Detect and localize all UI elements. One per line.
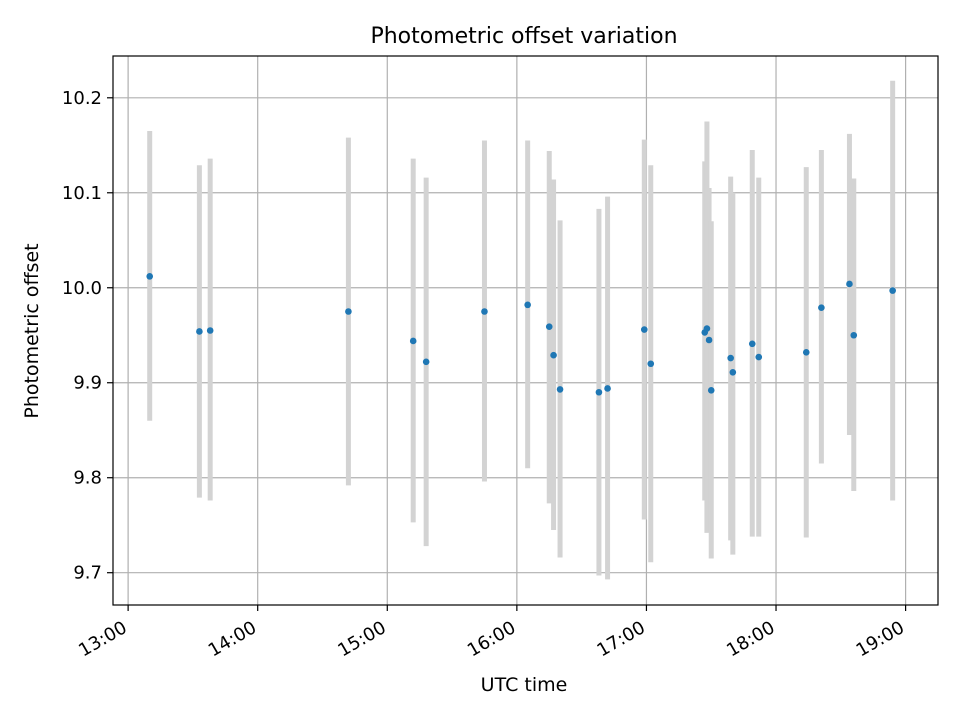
data-point — [889, 287, 896, 294]
x-tick-label: 13:00 — [75, 617, 130, 661]
x-tick-label: 18:00 — [723, 617, 778, 661]
y-tick-label: 10.2 — [62, 88, 102, 109]
data-point — [705, 336, 713, 344]
x-tick-label: 16:00 — [464, 617, 519, 661]
data-point — [481, 308, 488, 315]
y-tick-label: 9.8 — [73, 468, 102, 489]
data-point — [846, 280, 853, 288]
data-point — [727, 354, 734, 362]
x-axis-label: UTC time — [481, 674, 568, 696]
data-point — [850, 331, 858, 339]
data-point — [422, 358, 430, 366]
data-points — [146, 273, 896, 396]
data-point — [604, 385, 611, 392]
error-bars — [147, 80, 896, 580]
data-point — [640, 326, 648, 333]
data-point — [595, 388, 603, 396]
y-tick-label: 10.1 — [62, 183, 102, 204]
data-point — [802, 349, 810, 356]
y-tick-label: 10.0 — [62, 278, 102, 299]
data-point — [729, 368, 737, 376]
y-tick-label: 9.9 — [73, 373, 102, 394]
data-point — [196, 328, 203, 335]
y-axis-label: Photometric offset — [21, 243, 43, 418]
data-point — [146, 273, 154, 280]
x-tick-label: 19:00 — [853, 617, 908, 661]
data-point — [409, 337, 417, 345]
chart-title: Photometric offset variation — [370, 24, 677, 49]
data-point — [206, 327, 214, 334]
x-tick-label: 17:00 — [594, 617, 649, 661]
data-point — [550, 351, 557, 359]
data-point — [748, 340, 756, 348]
plot-frame — [112, 55, 939, 606]
data-point — [524, 301, 531, 309]
data-point — [707, 387, 715, 394]
data-point — [345, 308, 352, 315]
data-point — [755, 353, 763, 361]
data-point — [703, 325, 711, 332]
data-point — [647, 360, 655, 368]
x-tick-label: 14:00 — [205, 617, 260, 661]
data-point — [556, 386, 564, 393]
y-tick-label: 9.7 — [73, 563, 102, 584]
x-tick-label: 15:00 — [334, 617, 389, 661]
x-axis: 13:00 14:00 15:00 16:00 17:00 18:00 19:00 — [75, 605, 908, 661]
y-axis: 9.7 9.8 9.9 10.0 10.1 10.2 — [62, 88, 113, 584]
data-point — [545, 323, 553, 331]
data-point — [818, 304, 825, 312]
